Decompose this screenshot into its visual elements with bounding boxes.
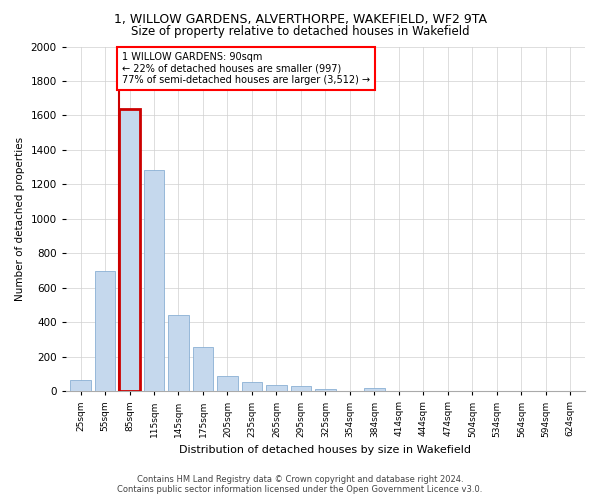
X-axis label: Distribution of detached houses by size in Wakefield: Distribution of detached houses by size … bbox=[179, 445, 472, 455]
Text: Size of property relative to detached houses in Wakefield: Size of property relative to detached ho… bbox=[131, 25, 469, 38]
Bar bbox=[242, 382, 262, 392]
Bar bbox=[95, 272, 115, 392]
Text: 1 WILLOW GARDENS: 90sqm
← 22% of detached houses are smaller (997)
77% of semi-d: 1 WILLOW GARDENS: 90sqm ← 22% of detache… bbox=[122, 52, 370, 85]
Bar bbox=[143, 170, 164, 392]
Bar bbox=[193, 348, 214, 392]
Bar bbox=[119, 110, 140, 392]
Bar bbox=[70, 380, 91, 392]
Bar bbox=[266, 384, 287, 392]
Bar bbox=[364, 388, 385, 392]
Bar bbox=[315, 388, 336, 392]
Bar bbox=[217, 376, 238, 392]
Text: Contains HM Land Registry data © Crown copyright and database right 2024.
Contai: Contains HM Land Registry data © Crown c… bbox=[118, 474, 482, 494]
Y-axis label: Number of detached properties: Number of detached properties bbox=[15, 137, 25, 301]
Bar bbox=[168, 314, 189, 392]
Text: 1, WILLOW GARDENS, ALVERTHORPE, WAKEFIELD, WF2 9TA: 1, WILLOW GARDENS, ALVERTHORPE, WAKEFIEL… bbox=[113, 12, 487, 26]
Bar bbox=[290, 386, 311, 392]
